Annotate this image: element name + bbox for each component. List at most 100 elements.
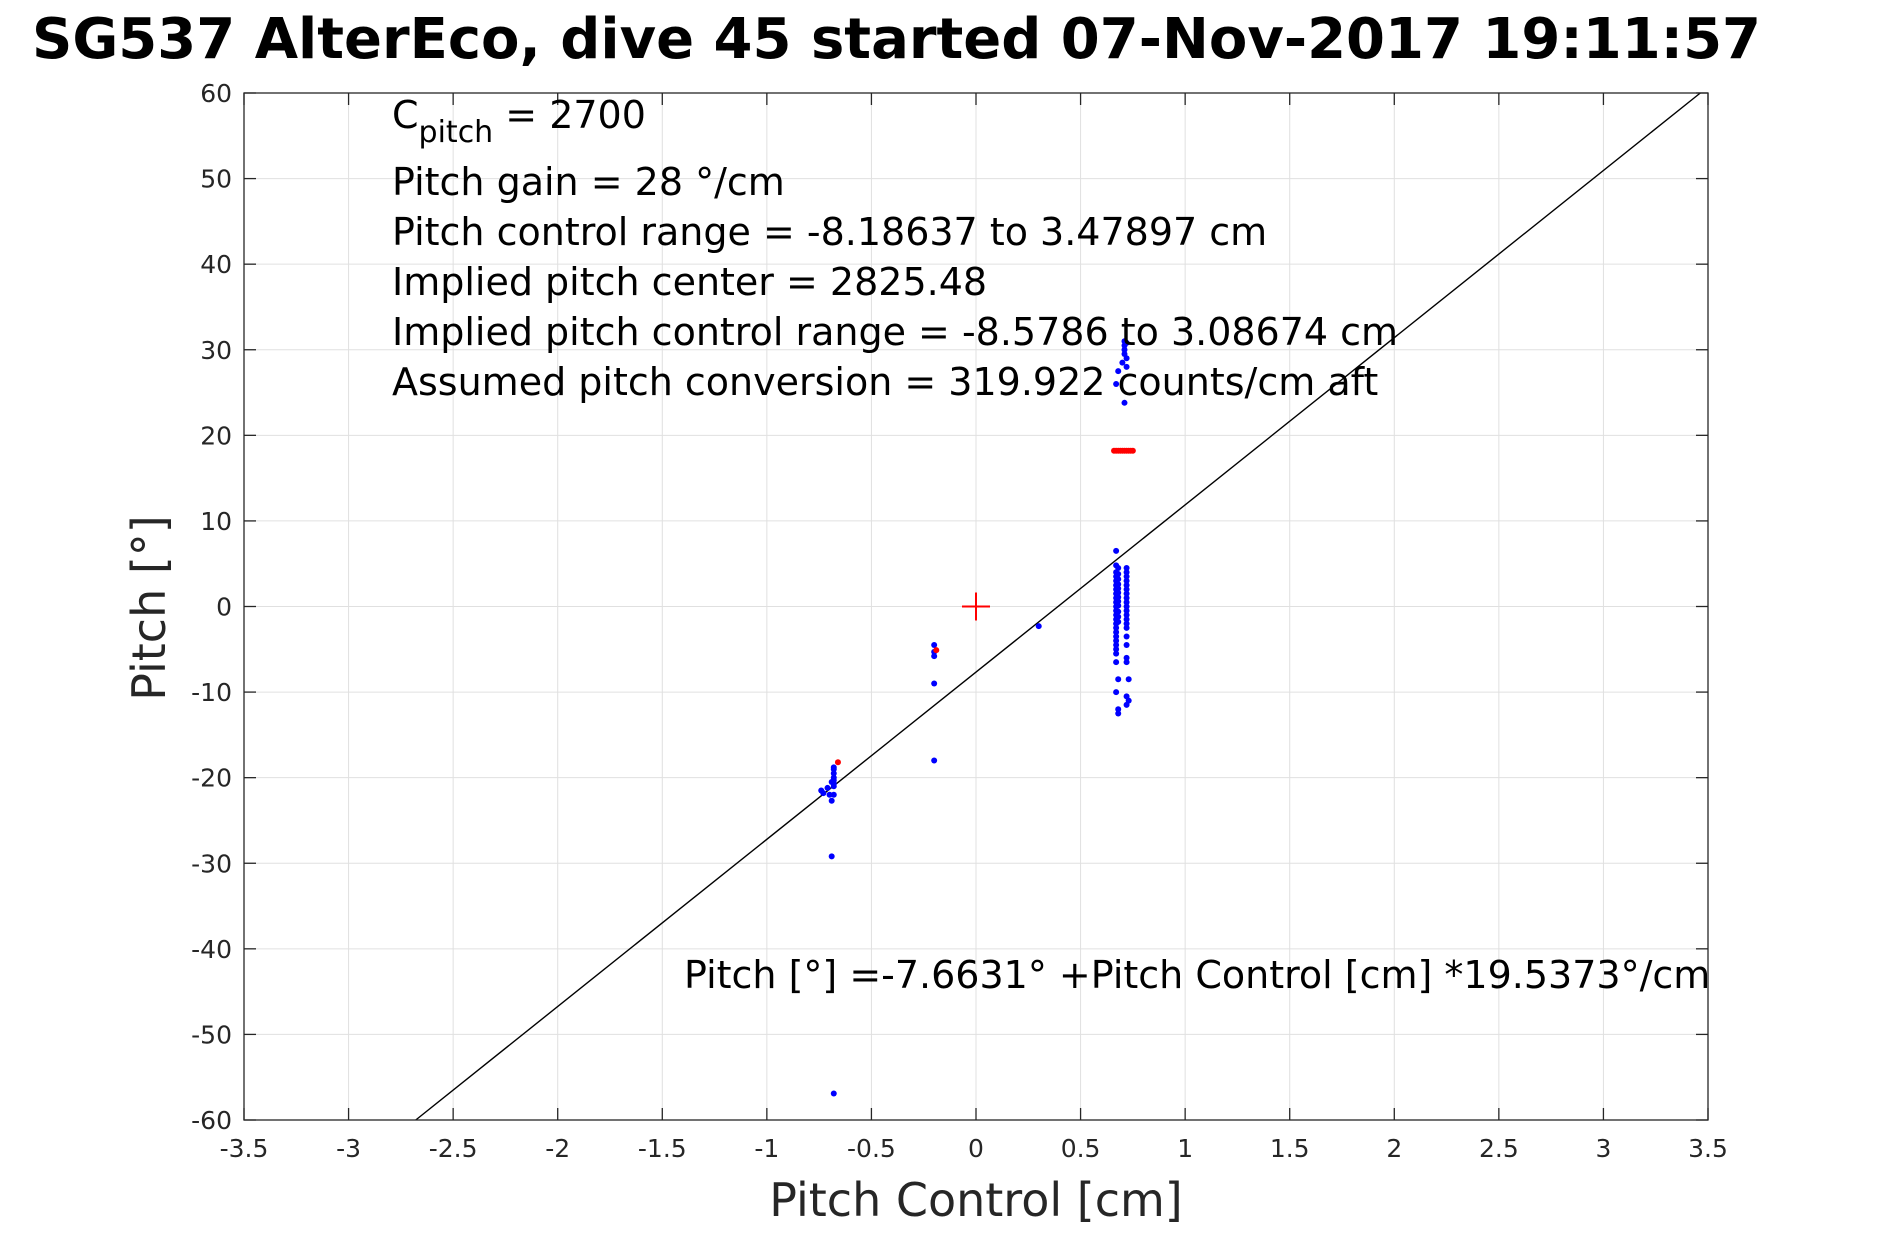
c-pitch-value: = 2700 <box>493 93 646 137</box>
y-tick-label: -30 <box>191 849 232 878</box>
chart-title: SG537 AlterEco, dive 45 started 07-Nov-2… <box>32 7 1761 72</box>
y-axis-label: Pitch [°] <box>122 515 176 701</box>
data-point <box>1115 608 1122 615</box>
data-point <box>830 770 837 777</box>
x-tick-label: 3.5 <box>1688 1134 1728 1163</box>
data-point <box>1123 701 1130 708</box>
data-point <box>830 764 837 771</box>
x-tick-label: -2.5 <box>429 1134 478 1163</box>
data-point <box>1123 642 1130 649</box>
data-point <box>1123 573 1130 580</box>
y-tick-label: 30 <box>200 336 232 365</box>
y-tick-label: 40 <box>200 250 232 279</box>
data-point <box>1123 654 1130 661</box>
x-tick-label: 2.5 <box>1479 1134 1519 1163</box>
data-point <box>1123 659 1130 666</box>
data-point <box>1115 570 1122 577</box>
data-point <box>1123 582 1130 589</box>
y-tick-label: 0 <box>216 593 232 622</box>
y-tick-label: 10 <box>200 507 232 536</box>
data-point <box>1115 594 1122 601</box>
data-point <box>1123 590 1130 597</box>
data-point <box>1123 363 1130 370</box>
data-point <box>1115 613 1122 620</box>
data-point <box>1123 612 1130 619</box>
x-tick-label: 0 <box>968 1134 984 1163</box>
c-pitch-prefix: C <box>392 93 419 137</box>
y-tick-label: 60 <box>200 79 232 108</box>
y-tick-label: 50 <box>200 165 232 194</box>
c-pitch-subscript: pitch <box>419 115 494 150</box>
x-tick-label: -3.5 <box>220 1134 269 1163</box>
data-point <box>830 791 837 798</box>
fit-line-group <box>415 92 1701 1121</box>
data-point <box>1125 676 1132 683</box>
data-point <box>1123 624 1130 631</box>
data-point <box>1115 676 1122 683</box>
data-point <box>1115 585 1122 592</box>
data-point <box>1123 599 1130 606</box>
data-point <box>1121 399 1128 406</box>
annotation-block: Cpitch = 2700 Pitch gain = 28 °/cm Pitch… <box>392 93 1710 997</box>
data-point <box>1113 637 1120 644</box>
data-point <box>1113 547 1120 554</box>
rejected-point <box>1129 447 1136 454</box>
data-point <box>824 784 831 791</box>
data-points <box>818 338 1136 1097</box>
data-point <box>1113 646 1120 653</box>
data-point <box>1035 623 1042 630</box>
center-marker-group <box>962 592 990 621</box>
data-point <box>1113 689 1120 696</box>
annotation-line: Implied pitch center = 2825.48 <box>392 260 987 304</box>
fit-equation: Pitch [°] =-7.6631° +Pitch Control [cm] … <box>684 953 1710 997</box>
x-tick-label: 3 <box>1595 1134 1611 1163</box>
data-point <box>1123 603 1130 610</box>
x-tick-label: -3 <box>336 1134 361 1163</box>
data-point <box>1121 338 1128 345</box>
plot-frame <box>243 92 1709 1121</box>
x-tick-label: 2 <box>1386 1134 1402 1163</box>
data-point <box>1123 569 1130 576</box>
data-point <box>1115 576 1122 583</box>
annotation-line: Pitch control range = -8.18637 to 3.4789… <box>392 210 1267 254</box>
data-point <box>1123 633 1130 640</box>
data-point <box>1119 359 1126 366</box>
annotation-c-pitch: Cpitch = 2700 <box>392 93 646 150</box>
data-point <box>1113 659 1120 666</box>
data-point <box>931 757 938 764</box>
data-point <box>1123 594 1130 601</box>
data-point <box>1115 581 1122 588</box>
x-tick-label: -2 <box>545 1134 570 1163</box>
annotation-line: Implied pitch control range = -8.5786 to… <box>392 310 1398 354</box>
x-tick-label: 1.5 <box>1270 1134 1310 1163</box>
data-point <box>1123 607 1130 614</box>
data-point <box>931 653 938 660</box>
fit-line <box>415 92 1701 1121</box>
rejected-point <box>834 759 841 766</box>
data-point <box>1113 380 1120 387</box>
data-point <box>826 791 833 798</box>
data-point <box>1113 650 1120 657</box>
y-tick-label: -50 <box>191 1020 232 1049</box>
data-point <box>1123 616 1130 623</box>
data-point <box>1115 368 1122 375</box>
data-point <box>1123 577 1130 584</box>
data-point <box>820 790 827 797</box>
data-point <box>1115 602 1122 609</box>
annotation-line: Pitch gain = 28 °/cm <box>392 160 785 204</box>
x-tick-label: -1.5 <box>638 1134 687 1163</box>
annotation-line: Assumed pitch conversion = 319.922 count… <box>392 360 1378 404</box>
y-tick-label: -60 <box>191 1106 232 1135</box>
data-point <box>1113 629 1120 636</box>
data-point <box>828 797 835 804</box>
data-point <box>1121 346 1128 353</box>
x-axis-label: Pitch Control [cm] <box>769 1173 1183 1227</box>
data-point <box>1123 564 1130 571</box>
y-tick-label: -40 <box>191 935 232 964</box>
data-point-outlier <box>830 1090 837 1097</box>
data-point <box>1115 710 1122 717</box>
x-tick-label: 0.5 <box>1061 1134 1101 1163</box>
data-point <box>1123 355 1130 362</box>
data-point <box>1123 620 1130 627</box>
x-tick-label: 1 <box>1177 1134 1193 1163</box>
